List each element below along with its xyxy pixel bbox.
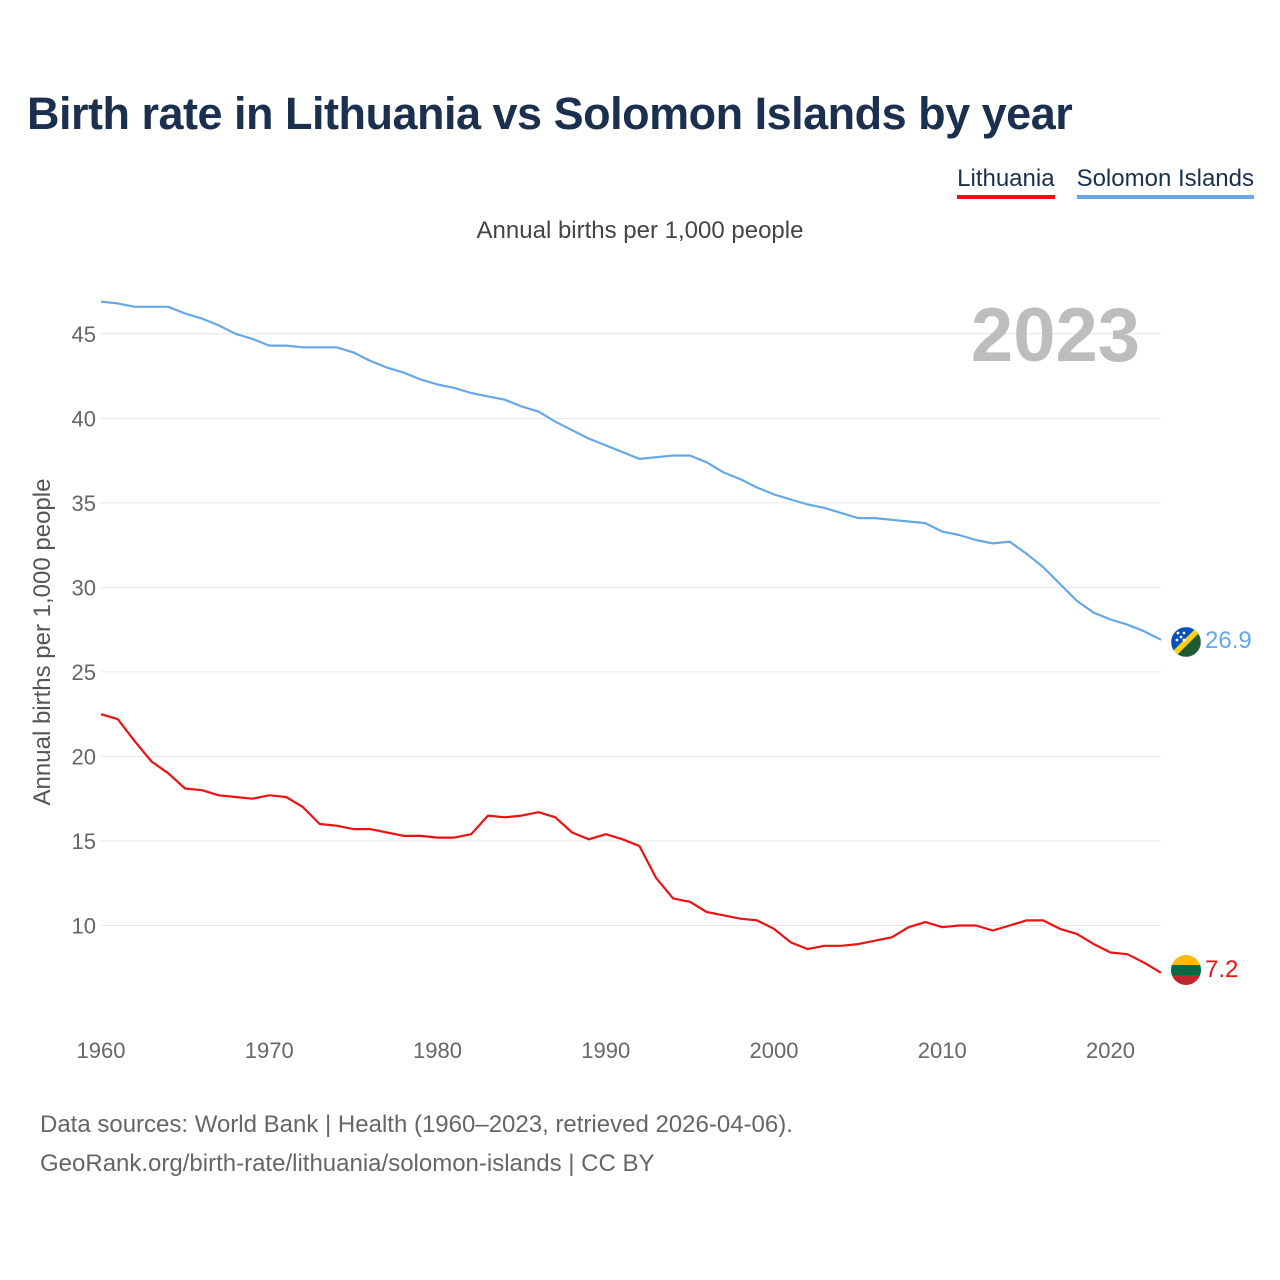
- x-tick-label: 2010: [918, 1038, 967, 1063]
- x-tick-label: 1970: [245, 1038, 294, 1063]
- series-line-lithuania: [100, 713, 1162, 974]
- legend-item-solomon-islands[interactable]: Solomon Islands: [1076, 165, 1254, 199]
- footer-sources: Data sources: World Bank | Health (1960–…: [40, 1111, 793, 1138]
- y-tick-label: 30: [72, 575, 96, 600]
- x-axis: 1960 1970 1980 1990 2000 2010 2020: [77, 1038, 1135, 1063]
- x-tick-label: 1960: [77, 1038, 126, 1063]
- series-lithuania: [100, 713, 1162, 974]
- x-tick-label: 1980: [413, 1038, 462, 1063]
- y-axis: 10 15 20 25 30 35 40 45: [72, 322, 96, 939]
- end-label-lithuania: 7.2: [1205, 956, 1238, 983]
- y-tick-label: 45: [72, 322, 96, 347]
- series-solomon-islands: [100, 300, 1162, 641]
- footer: Data sources: World Bank | Health (1960–…: [40, 1105, 793, 1183]
- grid-lines: [101, 333, 1161, 926]
- footer-attribution: GeoRank.org/birth-rate/lithuania/solomon…: [40, 1150, 655, 1177]
- y-axis-label: Annual births per 1,000 people: [29, 479, 56, 806]
- lithuania-flag-icon: [1171, 955, 1201, 985]
- y-tick-label: 10: [72, 913, 96, 938]
- legend: Lithuania Solomon Islands: [957, 165, 1254, 199]
- y-tick-label: 15: [72, 829, 96, 854]
- y-tick-label: 25: [72, 660, 96, 685]
- chart-title: Birth rate in Lithuania vs Solomon Islan…: [27, 88, 1073, 139]
- legend-item-lithuania[interactable]: Lithuania: [957, 165, 1055, 199]
- x-tick-label: 2000: [750, 1038, 799, 1063]
- line-chart: 10 15 20 25 30 35 40 45 1960 1970 1980 1990 2000 201…: [29, 293, 1252, 1063]
- series-layer: [100, 300, 1162, 974]
- solomon-islands-flag-icon: [1170, 626, 1202, 658]
- x-tick-label: 2020: [1086, 1038, 1135, 1063]
- y-tick-label: 35: [72, 491, 96, 516]
- x-tick-label: 1990: [581, 1038, 630, 1063]
- end-label-solomon-islands: 26.9: [1205, 627, 1252, 654]
- y-tick-label: 40: [72, 406, 96, 431]
- year-watermark: 2023: [971, 293, 1140, 378]
- chart-subtitle: Annual births per 1,000 people: [476, 217, 804, 244]
- series-line-solomon-islands: [100, 300, 1162, 641]
- y-tick-label: 20: [72, 744, 96, 769]
